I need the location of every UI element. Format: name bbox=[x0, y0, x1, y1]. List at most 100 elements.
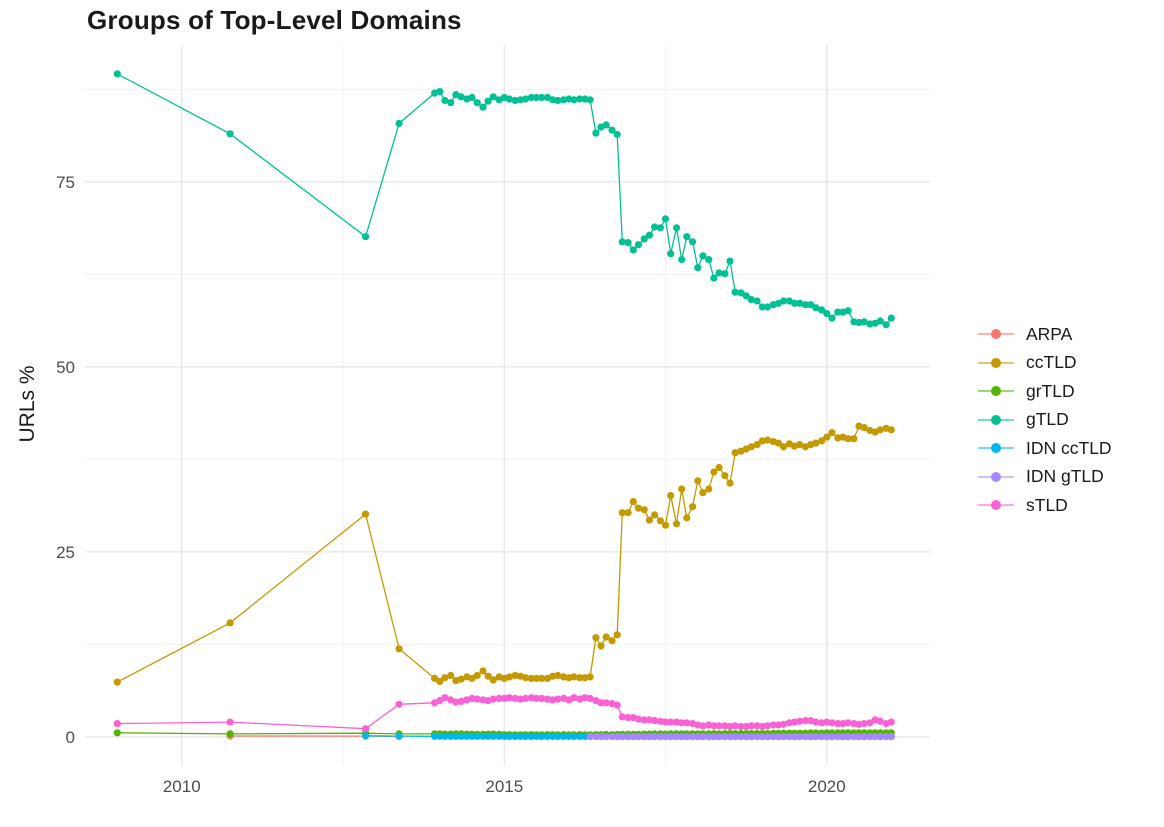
legend-item-IDN-gTLD: IDN gTLD bbox=[978, 463, 1112, 492]
y-tick-label-25: 25 bbox=[56, 543, 75, 562]
data-point-sTLD bbox=[699, 722, 707, 730]
data-point-ccTLD bbox=[699, 489, 707, 497]
data-point-gTLD bbox=[801, 301, 810, 309]
data-point-sTLD bbox=[489, 695, 497, 703]
data-point-IDN-ccTLD bbox=[495, 732, 503, 740]
legend-item-ARPA: ARPA bbox=[978, 320, 1112, 349]
data-point-gTLD bbox=[457, 93, 465, 101]
data-point-IDN-ccTLD bbox=[457, 732, 465, 740]
data-point-ccTLD bbox=[629, 498, 637, 506]
legend-key-dot bbox=[991, 443, 1001, 454]
data-point-ccTLD bbox=[694, 477, 702, 485]
legend-key-dot bbox=[991, 471, 1001, 482]
data-point-IDN-ccTLD bbox=[538, 732, 546, 741]
data-point-gTLD bbox=[586, 96, 594, 104]
data-point-ccTLD bbox=[887, 426, 895, 434]
data-point-gTLD bbox=[710, 274, 718, 282]
x-tick-label-2010: 2010 bbox=[163, 777, 201, 796]
data-point-IDN-gTLD bbox=[834, 733, 842, 741]
data-point-ccTLD bbox=[689, 503, 697, 511]
data-point-ccTLD bbox=[721, 472, 729, 480]
data-point-IDN-gTLD bbox=[871, 733, 879, 741]
data-point-gTLD bbox=[758, 303, 766, 311]
legend-key-icon-IDN-gTLD bbox=[978, 469, 1014, 485]
data-point-IDN-ccTLD bbox=[543, 732, 552, 741]
data-point-sTLD bbox=[602, 699, 610, 707]
data-point-IDN-ccTLD bbox=[463, 732, 471, 740]
data-point-sTLD bbox=[812, 718, 820, 726]
legend-key-dot bbox=[991, 386, 1001, 397]
data-point-sTLD bbox=[667, 718, 675, 726]
data-point-IDN-gTLD bbox=[618, 733, 626, 741]
data-point-IDN-ccTLD bbox=[484, 732, 492, 740]
data-point-gTLD bbox=[576, 95, 584, 103]
data-point-gTLD bbox=[505, 95, 513, 103]
data-point-gTLD bbox=[447, 99, 455, 107]
data-point-gTLD bbox=[823, 310, 831, 318]
data-point-sTLD bbox=[860, 720, 868, 728]
data-point-ccTLD bbox=[683, 514, 691, 522]
data-point-ccTLD bbox=[634, 504, 643, 512]
data-point-IDN-gTLD bbox=[721, 733, 729, 741]
data-point-IDN-ccTLD bbox=[447, 732, 455, 740]
data-point-IDN-gTLD bbox=[645, 733, 654, 741]
data-point-sTLD bbox=[651, 717, 659, 725]
data-point-IDN-gTLD bbox=[774, 733, 783, 741]
data-point-sTLD bbox=[532, 694, 541, 703]
legend-key-icon-ARPA bbox=[978, 326, 1014, 342]
data-point-ccTLD bbox=[667, 492, 675, 500]
data-point-sTLD bbox=[473, 695, 481, 703]
legend: ARPA ccTLD grTLD gTLD IDN ccTLD IDN gTLD sTLD bbox=[978, 320, 1112, 520]
data-point-gTLD bbox=[634, 241, 643, 249]
data-point-gTLD bbox=[887, 314, 895, 322]
data-point-ccTLD bbox=[447, 671, 455, 680]
data-point-ccTLD bbox=[457, 675, 465, 683]
data-point-IDN-ccTLD bbox=[576, 732, 584, 741]
data-point-gTLD bbox=[532, 93, 541, 102]
data-point-gTLD bbox=[737, 289, 745, 297]
data-point-IDN-ccTLD bbox=[527, 732, 536, 741]
data-point-sTLD bbox=[570, 694, 578, 702]
data-point-sTLD bbox=[763, 722, 772, 730]
data-point-gTLD bbox=[812, 304, 820, 312]
data-point-IDN-gTLD bbox=[823, 733, 831, 741]
data-point-ccTLD bbox=[436, 677, 444, 686]
data-point-sTLD bbox=[887, 718, 895, 726]
data-point-gTLD bbox=[742, 292, 750, 300]
data-point-IDN-gTLD bbox=[731, 733, 739, 741]
data-point-ccTLD bbox=[876, 426, 884, 434]
data-point-IDN-gTLD bbox=[634, 733, 643, 741]
data-point-ccTLD bbox=[570, 673, 578, 681]
data-point-sTLD bbox=[395, 700, 403, 708]
data-point-gTLD bbox=[747, 296, 755, 304]
data-point-sTLD bbox=[457, 697, 465, 706]
data-point-gTLD bbox=[844, 307, 852, 315]
legend-key-icon-grTLD bbox=[978, 383, 1014, 399]
data-point-ccTLD bbox=[608, 637, 616, 645]
data-point-ccTLD bbox=[844, 435, 852, 443]
legend-key-icon-ccTLD bbox=[978, 355, 1014, 371]
legend-key-dot bbox=[991, 357, 1001, 368]
data-point-IDN-gTLD bbox=[796, 733, 804, 741]
data-point-IDN-ccTLD bbox=[473, 732, 481, 740]
data-point-IDN-ccTLD bbox=[431, 732, 439, 740]
legend-key-icon-gTLD bbox=[978, 412, 1014, 428]
data-point-ccTLD bbox=[818, 437, 826, 445]
data-point-sTLD bbox=[661, 718, 670, 726]
data-point-IDN-gTLD bbox=[850, 733, 858, 741]
data-point-IDN-gTLD bbox=[876, 733, 884, 741]
y-tick-label-75: 75 bbox=[56, 173, 75, 192]
data-point-sTLD bbox=[538, 694, 546, 703]
data-point-IDN-gTLD bbox=[705, 733, 713, 741]
data-point-gTLD bbox=[441, 96, 449, 105]
data-point-ccTLD bbox=[726, 479, 734, 487]
data-point-IDN-gTLD bbox=[726, 733, 734, 741]
data-point-gTLD bbox=[661, 215, 670, 223]
data-point-gTLD bbox=[656, 224, 665, 232]
legend-key-dot bbox=[991, 329, 1001, 340]
data-point-ccTLD bbox=[645, 516, 654, 524]
data-point-IDN-ccTLD bbox=[522, 732, 530, 741]
data-point-sTLD bbox=[597, 699, 605, 707]
data-point-sTLD bbox=[586, 694, 594, 703]
